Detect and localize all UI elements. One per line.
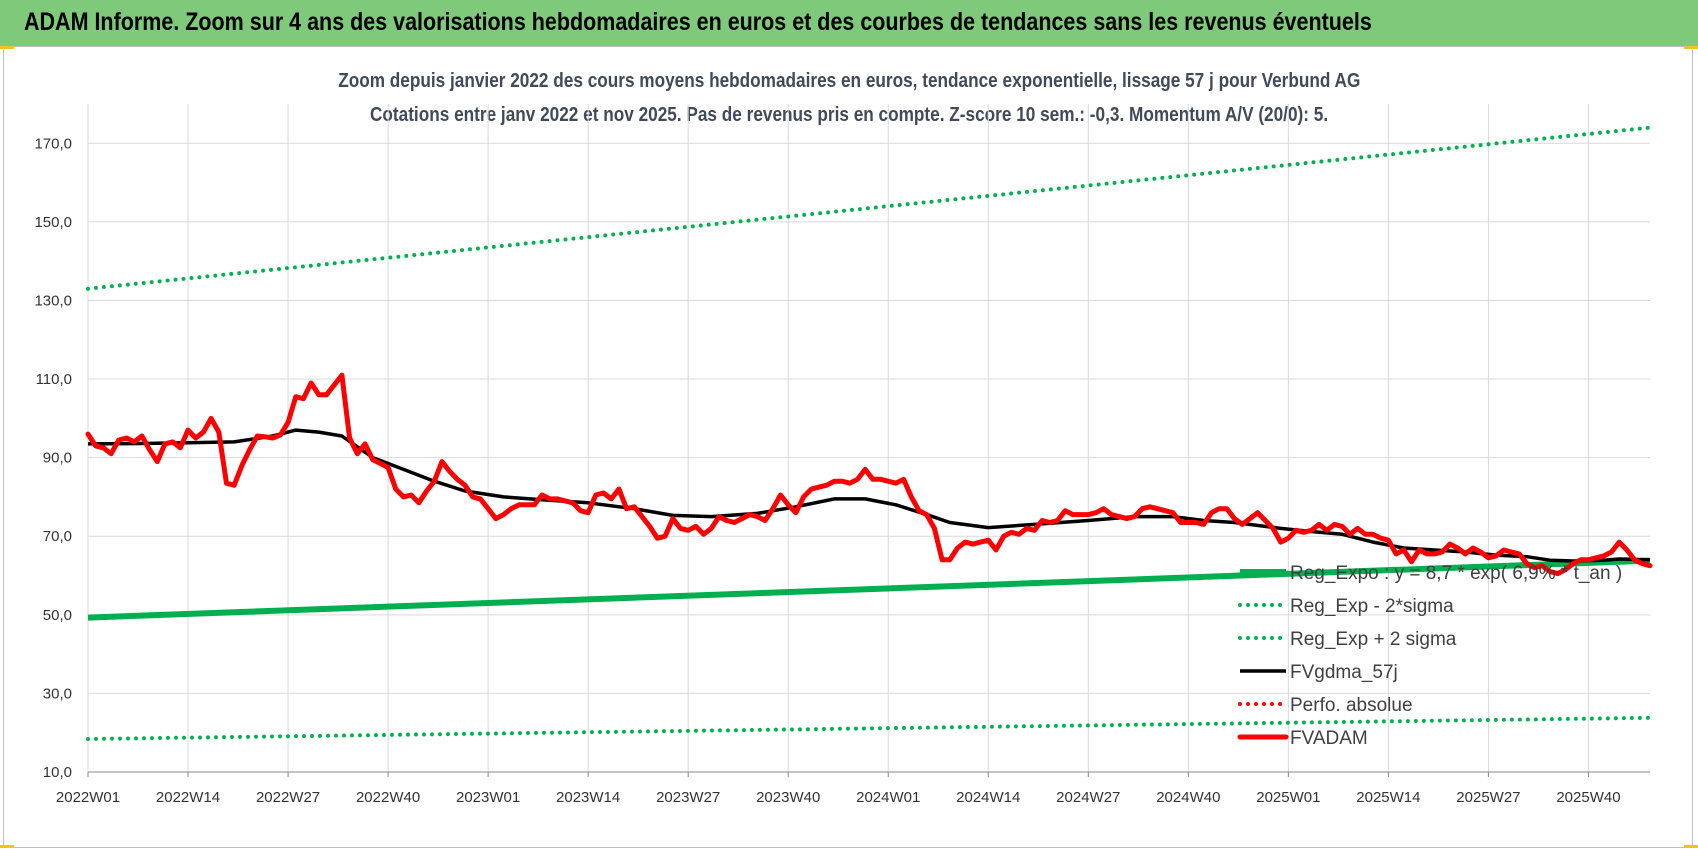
y-tick-label: 110,0	[36, 371, 72, 388]
x-tick-label: 2024W40	[1156, 789, 1220, 806]
legend-label: Perfo. absolue	[1290, 695, 1413, 716]
banner: ADAM Informe. Zoom sur 4 ans des valoris…	[0, 0, 1698, 46]
x-tick-label: 2022W40	[356, 789, 420, 806]
legend-label: FVADAM	[1290, 728, 1368, 749]
x-tick-label: 2025W40	[1556, 789, 1620, 806]
x-tick-label: 2023W40	[756, 789, 820, 806]
y-tick-label: 90,0	[43, 450, 72, 467]
legend-label: FVgdma_57j	[1290, 662, 1398, 683]
corner-mark	[0, 46, 14, 49]
x-tick-label: 2022W27	[256, 789, 320, 806]
x-tick-label: 2023W27	[656, 789, 720, 806]
y-tick-label: 150,0	[34, 214, 72, 231]
legend-label: Reg_Exp + 2 sigma	[1290, 629, 1457, 650]
corner-mark	[1684, 46, 1698, 49]
chart-title-line1-text: Zoom depuis janvier 2022 des cours moyen…	[337, 70, 1361, 92]
x-tick-label: 2025W14	[1356, 789, 1420, 806]
legend-label: Reg_Expo : y = 8,7 * exp( 6,9% * t_an )	[1290, 563, 1622, 584]
x-tick-label: 2022W14	[156, 789, 220, 806]
y-tick-label: 10,0	[43, 764, 72, 781]
series-line-reg-expo-y-8-7-exp-6-9-t-an	[87, 557, 1651, 621]
x-tick-label: 2025W01	[1256, 789, 1320, 806]
x-tick-label: 2023W01	[456, 789, 520, 806]
y-tick-label: 170,0	[34, 135, 72, 152]
series-line-fvadam	[85, 372, 1653, 577]
banner-title: ADAM Informe. Zoom sur 4 ans des valoris…	[24, 8, 1372, 36]
series-line-fvgdma-57j	[87, 428, 1651, 563]
y-tick-label: 70,0	[43, 528, 72, 545]
x-tick-label: 2024W14	[956, 789, 1020, 806]
x-tick-label: 2022W01	[56, 789, 120, 806]
x-tick-label: 2023W14	[556, 789, 620, 806]
series-line-reg-exp-2-sigma	[86, 715, 1652, 741]
corner-mark	[1684, 845, 1698, 848]
y-tick-label: 30,0	[43, 685, 72, 702]
y-tick-label: 130,0	[34, 292, 72, 309]
x-tick-label: 2024W01	[856, 789, 920, 806]
legend-label: Reg_Exp - 2*sigma	[1290, 596, 1454, 617]
x-tick-label: 2025W27	[1456, 789, 1520, 806]
chart-title-line1: Zoom depuis janvier 2022 des cours moyen…	[0, 70, 1698, 93]
series-line-reg-exp-2-sigma	[86, 125, 1652, 291]
y-tick-label: 50,0	[43, 607, 72, 624]
x-tick-label: 2024W27	[1056, 789, 1120, 806]
chart-frame	[3, 46, 1693, 848]
corner-mark	[0, 845, 14, 848]
